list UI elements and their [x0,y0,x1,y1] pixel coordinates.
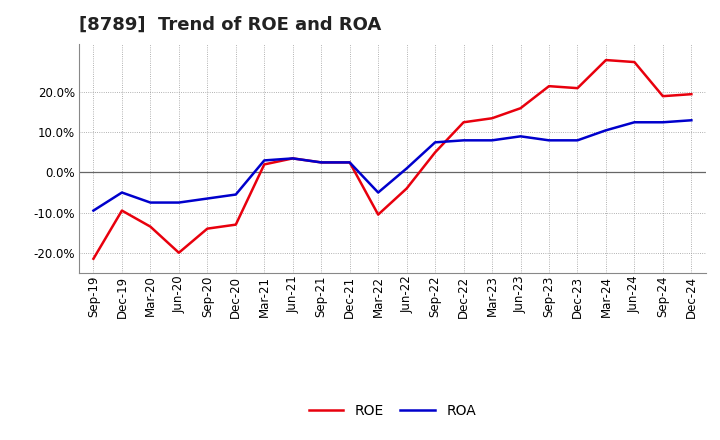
ROE [459,120,468,125]
ROA [573,138,582,143]
ROA [260,158,269,163]
ROE [516,106,525,111]
ROE [260,162,269,167]
ROA [89,208,98,213]
ROA [232,192,240,197]
ROE [346,160,354,165]
ROA [687,117,696,123]
Line: ROA: ROA [94,120,691,211]
ROA [117,190,126,195]
ROA [203,196,212,201]
ROE [289,156,297,161]
ROA [402,166,411,171]
ROE [203,226,212,231]
ROE [232,222,240,227]
ROA [174,200,183,205]
Text: [8789]  Trend of ROE and ROA: [8789] Trend of ROE and ROA [79,16,382,34]
ROE [545,84,554,89]
ROA [630,120,639,125]
ROA [602,128,611,133]
ROE [630,59,639,65]
ROE [487,116,496,121]
ROE [117,208,126,213]
ROE [317,160,325,165]
ROE [687,92,696,97]
Legend: ROE, ROA: ROE, ROA [303,399,482,424]
ROA [146,200,155,205]
ROA [431,140,439,145]
ROA [459,138,468,143]
ROA [545,138,554,143]
ROA [659,120,667,125]
ROA [317,160,325,165]
ROE [431,150,439,155]
ROE [146,224,155,229]
ROE [573,85,582,91]
ROE [174,250,183,255]
ROA [487,138,496,143]
ROE [402,186,411,191]
ROA [516,134,525,139]
ROE [659,94,667,99]
ROE [89,256,98,261]
Line: ROE: ROE [94,60,691,259]
ROE [602,57,611,62]
ROE [374,212,382,217]
ROA [346,160,354,165]
ROA [289,156,297,161]
ROA [374,190,382,195]
